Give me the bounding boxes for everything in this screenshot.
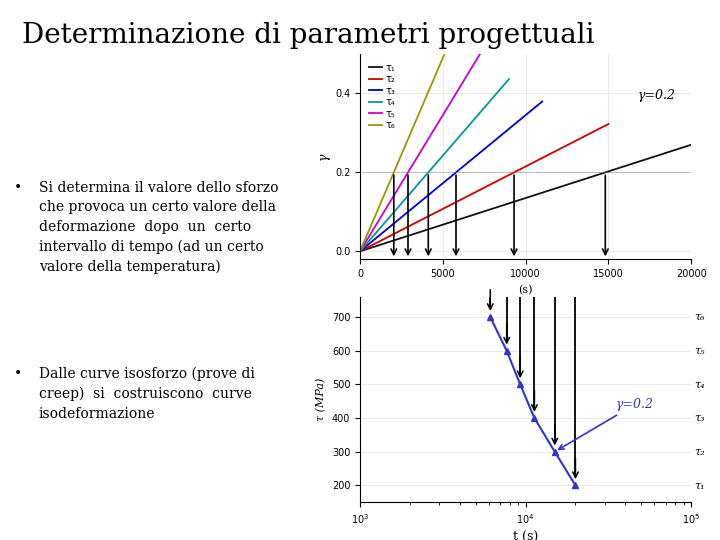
Text: Dalle curve isosforzo (prove di
creep)  si  costruiscono  curve
isodeformazione: Dalle curve isosforzo (prove di creep) s…: [39, 367, 255, 421]
Text: τ₂: τ₂: [695, 447, 706, 457]
Text: Determinazione di parametri progettuali: Determinazione di parametri progettuali: [22, 22, 594, 49]
Text: τ₄: τ₄: [695, 380, 706, 389]
Text: τ₁: τ₁: [695, 481, 706, 490]
Text: τ₃: τ₃: [695, 413, 706, 423]
Text: γ=0.2: γ=0.2: [559, 398, 654, 449]
Text: τ₆: τ₆: [695, 312, 706, 322]
X-axis label: (s): (s): [518, 285, 533, 295]
X-axis label: t (s): t (s): [513, 531, 539, 540]
Y-axis label: γ: γ: [316, 153, 329, 160]
Text: τ₅: τ₅: [695, 346, 706, 356]
Text: γ=0.2: γ=0.2: [638, 89, 676, 102]
Text: •: •: [14, 367, 22, 381]
Text: •: •: [14, 181, 22, 195]
Y-axis label: τ (MPa): τ (MPa): [316, 378, 326, 421]
Text: Si determina il valore dello sforzo
che provoca un certo valore della
deformazio: Si determina il valore dello sforzo che …: [39, 181, 279, 274]
Legend: τ₁, τ₂, τ₃, τ₄, τ₅, τ₆: τ₁, τ₂, τ₃, τ₄, τ₅, τ₆: [365, 59, 399, 134]
